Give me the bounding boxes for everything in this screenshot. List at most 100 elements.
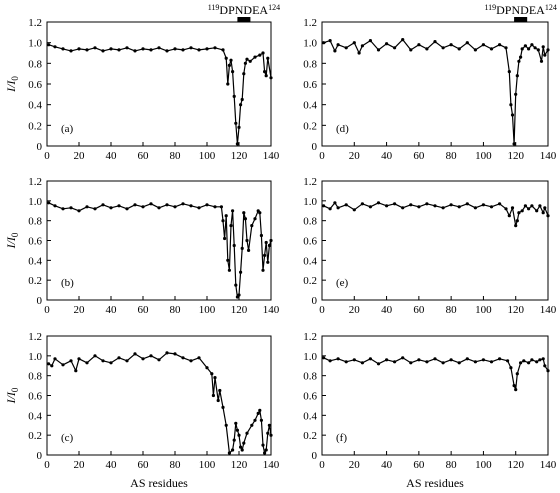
data-point: [181, 48, 185, 52]
data-point: [409, 48, 413, 52]
y-axis-title: I/I0: [4, 232, 20, 249]
y-tick-label: 0.2: [303, 275, 317, 287]
data-point: [240, 448, 244, 452]
data-point: [506, 359, 510, 363]
data-point: [117, 48, 121, 52]
x-tick-label: 20: [74, 459, 86, 471]
data-point: [101, 359, 105, 363]
data-point: [253, 217, 257, 221]
y-tick-label: 1.0: [28, 196, 42, 208]
data-point: [541, 357, 545, 361]
data-point: [514, 224, 518, 228]
panel-b: 0 20 40 60 80 100 120 140 0 0.2 0.4 0.6 0.8 1.0 1.2 I/I…: [4, 176, 280, 316]
data-point: [133, 49, 137, 53]
data-point: [189, 204, 193, 208]
data-point: [133, 203, 137, 207]
data-point: [242, 441, 246, 445]
y-tick-label: 0.8: [303, 216, 317, 228]
data-point: [385, 358, 389, 362]
y-tick-label: 0.8: [303, 58, 317, 70]
data-point: [213, 376, 217, 380]
data-point: [117, 356, 121, 360]
data-point: [393, 360, 397, 364]
data-point: [336, 206, 340, 210]
y-tick-label: 1.0: [303, 38, 317, 50]
data-point: [417, 43, 421, 47]
data-point: [247, 248, 251, 252]
data-point: [543, 364, 547, 368]
data-point: [514, 388, 518, 392]
data-point: [263, 70, 267, 74]
data-point: [535, 209, 539, 213]
data-point: [74, 369, 78, 373]
data-point: [533, 46, 537, 50]
data-point: [546, 48, 550, 52]
y-tick-label: 0.6: [28, 236, 42, 248]
y-tick-label: 0.2: [303, 120, 317, 132]
data-point: [165, 203, 169, 207]
data-point: [53, 45, 57, 49]
series-line: [48, 352, 272, 454]
data-point: [181, 356, 185, 360]
data-point: [515, 372, 519, 376]
data-point: [352, 208, 356, 212]
data-point: [527, 361, 531, 365]
data-point: [269, 433, 273, 437]
data-point: [226, 82, 230, 86]
x-tick-label: 40: [106, 304, 118, 316]
data-point: [409, 361, 413, 365]
data-point: [385, 204, 389, 208]
x-tick-label: 140: [540, 459, 557, 471]
data-point: [543, 53, 547, 57]
data-point: [507, 214, 511, 218]
region-bar: [514, 17, 528, 22]
data-point: [149, 354, 153, 358]
x-tick-label: 120: [507, 459, 524, 471]
y-tick-label: 0.4: [28, 255, 42, 267]
data-point: [221, 48, 225, 52]
data-point: [401, 38, 405, 42]
y-tick-label: 0.2: [303, 430, 317, 442]
x-tick-label: 120: [507, 150, 524, 162]
data-point: [125, 207, 129, 211]
data-point: [149, 202, 153, 206]
data-point: [457, 47, 461, 51]
data-point: [205, 47, 209, 51]
x-tick-label: 100: [199, 459, 216, 471]
data-point: [417, 358, 421, 362]
data-point: [216, 398, 220, 403]
data-point: [133, 352, 137, 356]
x-tick-label: 120: [231, 304, 248, 316]
data-point: [322, 204, 326, 208]
data-point: [141, 205, 145, 209]
data-point: [515, 219, 519, 223]
data-point: [259, 233, 263, 238]
region-bar: [237, 17, 251, 22]
plot-frame: [321, 180, 549, 301]
x-tick-label: 80: [170, 459, 182, 471]
data-point: [245, 57, 249, 61]
x-tick-label: 60: [138, 459, 150, 471]
data-point: [226, 258, 230, 262]
x-tick-label: 40: [381, 150, 393, 162]
y-tick-label: 0.8: [28, 58, 42, 70]
data-point: [261, 443, 265, 447]
panel-d: 0 20 40 60 80 100 120 140 0 0.2 0.4 0.6 0.8 1.0 1.2 (d)…: [303, 3, 557, 162]
data-point: [352, 41, 356, 45]
data-point: [266, 260, 270, 264]
data-point: [267, 423, 271, 427]
data-point: [101, 203, 105, 207]
data-point: [253, 55, 257, 59]
data-point: [101, 49, 105, 53]
y-tick-label: 0.6: [303, 391, 317, 403]
data-point: [237, 125, 241, 129]
data-point: [213, 205, 217, 209]
data-point: [256, 411, 260, 415]
data-point: [53, 204, 57, 208]
y-tick-label: 0.6: [28, 79, 42, 91]
data-point: [530, 43, 534, 47]
data-point: [510, 113, 515, 117]
y-axis-title: I/I0: [4, 76, 20, 93]
x-tick-label: 80: [170, 150, 182, 162]
